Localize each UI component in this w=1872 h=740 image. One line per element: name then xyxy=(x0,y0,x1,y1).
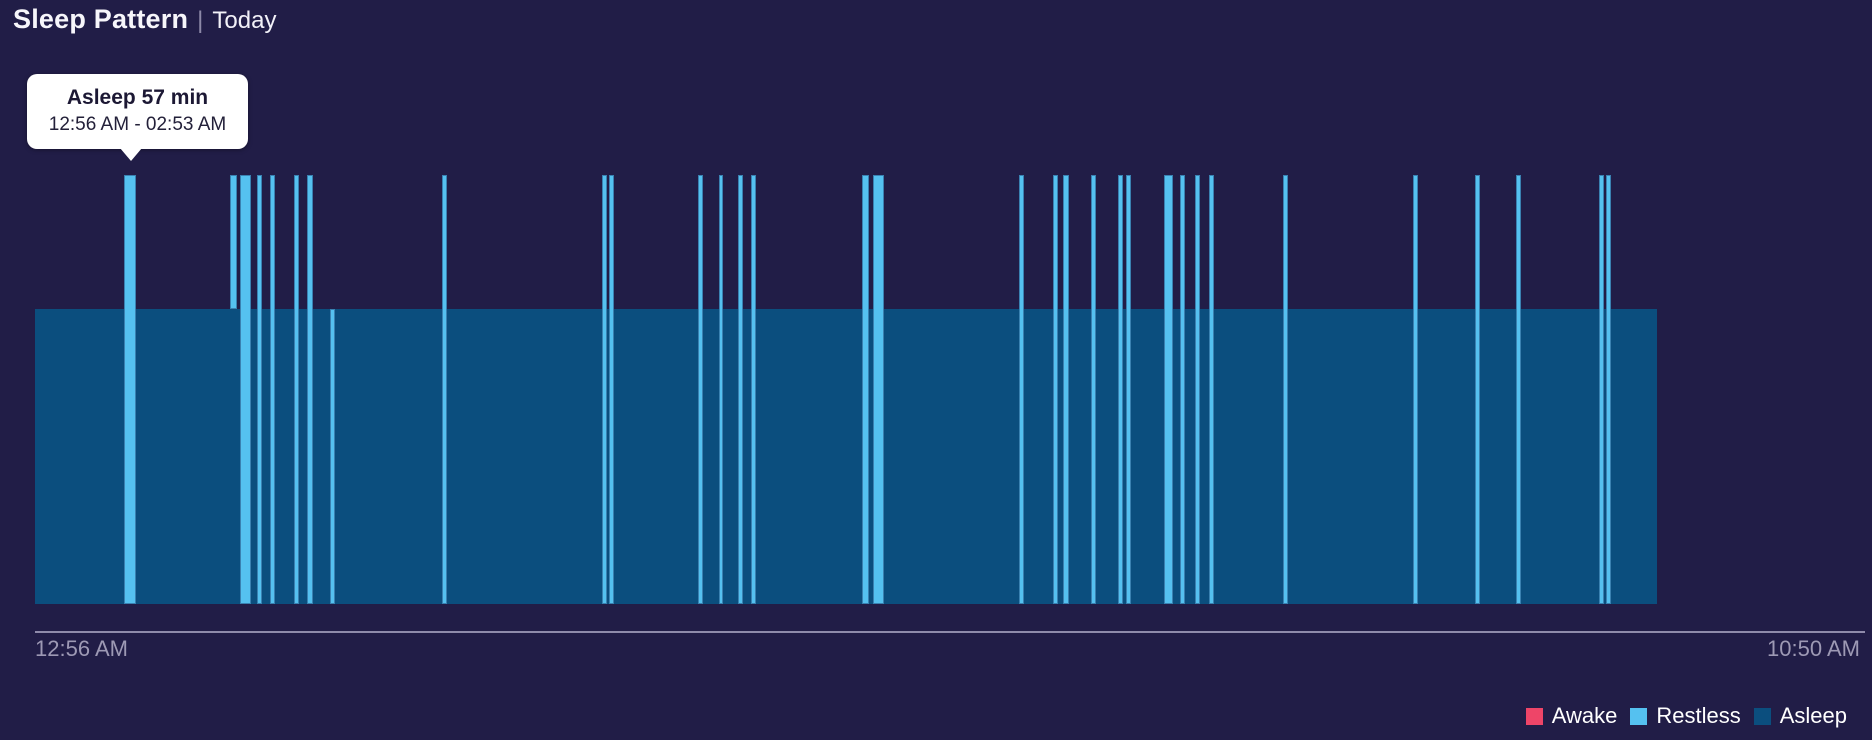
restless-bar[interactable] xyxy=(1180,175,1185,604)
awake-swatch-icon xyxy=(1525,707,1543,725)
restless-bar[interactable] xyxy=(1209,175,1214,604)
title-separator: | xyxy=(197,7,204,34)
axis-start-time: 12:56 AM xyxy=(35,636,128,661)
restless-bar[interactable] xyxy=(330,309,335,604)
legend: Awake Restless Asleep xyxy=(1513,703,1847,729)
restless-bar[interactable] xyxy=(1516,175,1521,604)
asleep-swatch-icon xyxy=(1753,707,1771,725)
restless-bar[interactable] xyxy=(1164,175,1173,604)
restless-bar[interactable] xyxy=(698,175,703,604)
restless-bar[interactable] xyxy=(1283,175,1288,604)
restless-bar[interactable] xyxy=(294,175,299,604)
sleep-segment-tooltip: Asleep 57 min 12:56 AM - 02:53 AM xyxy=(27,74,248,161)
restless-bar[interactable] xyxy=(124,175,136,604)
restless-bar[interactable] xyxy=(1019,175,1024,604)
restless-bar[interactable] xyxy=(270,175,275,604)
restless-bar[interactable] xyxy=(1475,175,1480,604)
restless-bar[interactable] xyxy=(719,175,723,604)
restless-bar[interactable] xyxy=(873,175,884,604)
page-title: Sleep Pattern | Today xyxy=(13,4,276,35)
tooltip-pointer xyxy=(120,148,142,161)
chart-title: Sleep Pattern xyxy=(13,4,189,34)
tooltip-title: Asleep 57 min xyxy=(66,86,209,109)
restless-bar[interactable] xyxy=(307,175,313,604)
legend-label: Awake xyxy=(1551,703,1618,728)
restless-bar[interactable] xyxy=(1413,175,1418,604)
restless-bar[interactable] xyxy=(230,175,237,309)
restless-bar[interactable] xyxy=(1063,175,1069,604)
restless-bar[interactable] xyxy=(257,175,262,604)
restless-bar[interactable] xyxy=(738,175,743,604)
legend-label: Asleep xyxy=(1779,703,1847,728)
restless-bar[interactable] xyxy=(609,175,614,604)
legend-label: Restless xyxy=(1656,703,1741,728)
restless-bar[interactable] xyxy=(751,175,756,604)
restless-bar[interactable] xyxy=(602,175,607,604)
restless-bar[interactable] xyxy=(1126,175,1131,604)
date-range-label: Today xyxy=(212,7,277,34)
restless-bar[interactable] xyxy=(862,175,869,604)
restless-bar[interactable] xyxy=(240,175,251,604)
legend-item-asleep: Asleep xyxy=(1753,703,1847,729)
restless-bar[interactable] xyxy=(442,175,447,604)
legend-item-restless: Restless xyxy=(1630,703,1741,729)
legend-item-awake: Awake xyxy=(1525,703,1618,729)
restless-bar[interactable] xyxy=(1118,175,1123,604)
tooltip-time-range: 12:56 AM - 02:53 AM xyxy=(48,114,227,135)
restless-bar[interactable] xyxy=(1091,175,1096,604)
restless-bar[interactable] xyxy=(1606,175,1611,604)
restless-bar[interactable] xyxy=(1599,175,1604,604)
restless-bar[interactable] xyxy=(1195,175,1200,604)
restless-bar[interactable] xyxy=(1053,175,1058,604)
asleep-band[interactable] xyxy=(35,309,1657,604)
time-axis-line xyxy=(35,631,1865,633)
restless-swatch-icon xyxy=(1630,707,1648,725)
axis-end-time: 10:50 AM xyxy=(1767,636,1860,661)
